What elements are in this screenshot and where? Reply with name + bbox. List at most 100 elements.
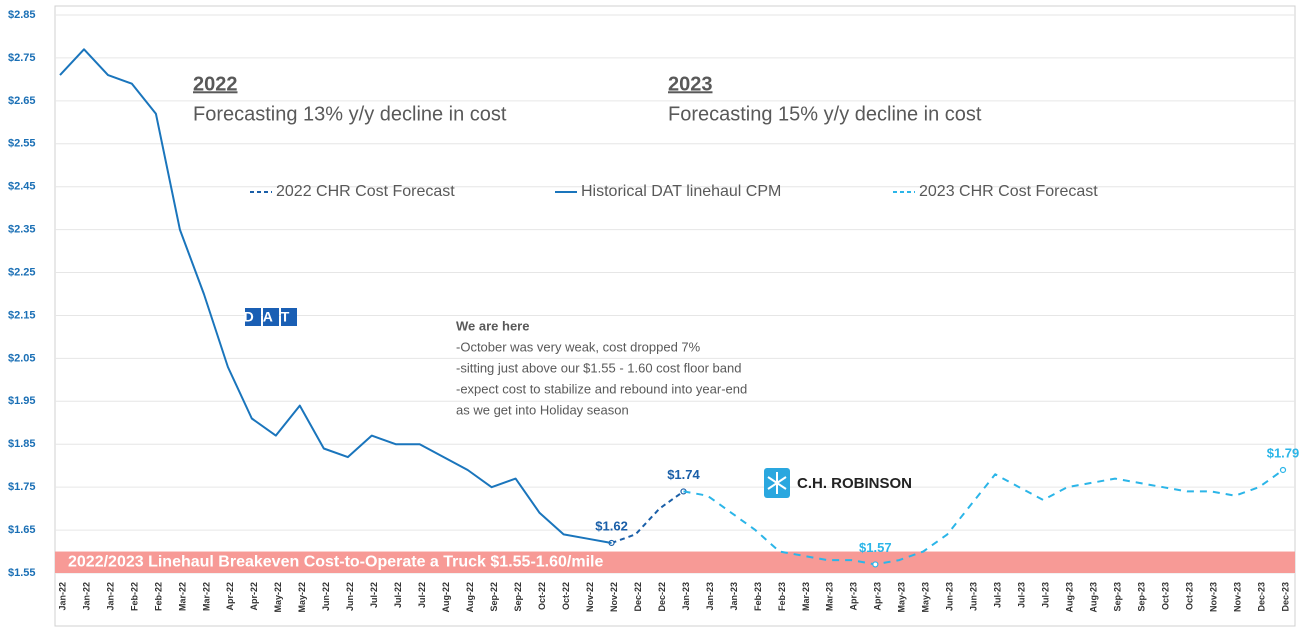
dat-logo: DAT [244, 308, 299, 326]
note-line: -sitting just above our $1.55 - 1.60 cos… [456, 360, 741, 375]
x-tick-label: Jul-22 [417, 582, 427, 608]
legend-label: 2023 CHR Cost Forecast [919, 183, 1098, 200]
plot-frame [54, 5, 1296, 627]
x-tick-label: Sep-22 [513, 582, 523, 612]
y-tick-label: $2.65 [8, 95, 36, 107]
x-tick-label: Nov-23 [1208, 582, 1218, 612]
x-tick-label: Oct-23 [1160, 582, 1170, 610]
y-tick-label: $1.95 [8, 395, 36, 407]
data-label: $1.62 [595, 518, 628, 533]
x-tick-label: Apr-22 [225, 582, 235, 611]
x-tick-label: Feb-22 [153, 582, 163, 611]
data-label: $1.57 [859, 540, 892, 555]
x-tick-label: May-22 [273, 582, 283, 613]
x-tick-label: Oct-22 [537, 582, 547, 610]
x-tick-label: Jun-22 [321, 582, 331, 611]
annotation-text: Forecasting 13% y/y decline in cost [193, 103, 507, 125]
y-tick-label: $2.75 [8, 52, 36, 64]
x-tick-label: Feb-23 [777, 582, 787, 611]
x-tick-label: Nov-22 [585, 582, 595, 612]
series-line [611, 490, 685, 544]
x-tick-label: Oct-23 [1184, 582, 1194, 610]
y-tick-label: $2.15 [8, 309, 36, 321]
x-tick-label: Oct-22 [561, 582, 571, 610]
x-tick-label: Aug-22 [441, 582, 451, 613]
y-tick-label: $2.05 [8, 352, 36, 364]
x-tick-label: Aug-23 [1089, 582, 1099, 613]
x-tick-label: Jan-23 [705, 582, 715, 611]
x-tick-label: Jan-23 [681, 582, 691, 611]
x-tick-label: Jul-23 [1017, 582, 1027, 608]
x-tick-label: Jul-23 [1041, 582, 1051, 608]
y-tick-label: $1.55 [8, 567, 36, 579]
series-line [59, 48, 612, 544]
y-tick-label: $2.55 [8, 138, 36, 150]
y-tick-label: $2.85 [8, 9, 36, 21]
y-tick-label: $1.75 [8, 481, 36, 493]
logo-text: DAT [244, 309, 299, 325]
x-tick-label: Aug-22 [465, 582, 475, 613]
x-tick-label: Sep-22 [489, 582, 499, 612]
marks: $1.62 $1.74 $1.57 $1.79 [59, 48, 1300, 568]
x-tick-label: Apr-23 [873, 582, 883, 611]
legend-label: 2022 CHR Cost Forecast [276, 183, 455, 200]
x-tick-label: Dec-22 [633, 582, 643, 612]
annotation-heading: 2022 [193, 73, 238, 95]
x-tick-label: Mar-23 [801, 582, 811, 611]
x-tick-label: Jul-22 [393, 582, 403, 608]
y-tick-label: $1.65 [8, 524, 36, 536]
x-tick-label: Jan-22 [81, 582, 91, 611]
x-tick-label: Aug-23 [1065, 582, 1075, 613]
y-tick-label: $2.35 [8, 224, 36, 236]
annotation-text: Forecasting 15% y/y decline in cost [668, 103, 982, 125]
x-tick-label: May-22 [297, 582, 307, 613]
y-tick-label: $1.85 [8, 438, 36, 450]
logo-icon [767, 472, 787, 494]
x-tick-label: Dec-23 [1256, 582, 1266, 612]
note-line: -expect cost to stabilize and rebound in… [456, 381, 747, 396]
data-label: $1.79 [1267, 445, 1300, 460]
x-tick-label: Dec-22 [657, 582, 667, 612]
series-line [683, 469, 1284, 566]
logo-box [245, 308, 261, 326]
x-tick-label: Jul-22 [369, 582, 379, 608]
x-tick-label: Dec-23 [1280, 582, 1290, 612]
band-label: 2022/2023 Linehaul Breakeven Cost-to-Ope… [68, 553, 603, 570]
x-tick-label: Jan-22 [105, 582, 115, 611]
annotation-heading: 2023 [668, 73, 713, 95]
x-tick-label: Nov-22 [609, 582, 619, 612]
x-tick-label: Jul-23 [993, 582, 1003, 608]
x-tick-label: Apr-23 [849, 582, 859, 611]
grid: 2022/2023 Linehaul Breakeven Cost-to-Ope… [55, 14, 1295, 574]
logo-box [281, 308, 297, 326]
x-tick-label: Mar-22 [177, 582, 187, 611]
x-tick-label: Nov-23 [1232, 582, 1242, 612]
x-tick-label: Feb-23 [753, 582, 763, 611]
note: We are here -October was very weak, cost … [456, 318, 747, 417]
data-label: $1.74 [667, 467, 700, 482]
legend-label: Historical DAT linehaul CPM [581, 183, 781, 200]
x-tick-label: Mar-22 [201, 582, 211, 611]
x-tick-label: Sep-23 [1113, 582, 1123, 612]
x-tick-label: Feb-22 [129, 582, 139, 611]
note-line: as we get into Holiday season [456, 402, 629, 417]
x-tick-label: May-23 [897, 582, 907, 613]
x-tick-label: Mar-23 [825, 582, 835, 611]
chr-logo: C.H. ROBINSON [764, 468, 912, 498]
point-marker [872, 561, 879, 568]
logo-text: C.H. ROBINSON [797, 475, 912, 492]
y-tick-label: $2.45 [8, 181, 36, 193]
x-tick-label: Jun-23 [945, 582, 955, 611]
breakeven-band [55, 551, 1295, 573]
x-tick-label: May-23 [921, 582, 931, 613]
x-tick-label: Jun-23 [969, 582, 979, 611]
point-marker [1279, 466, 1287, 474]
note-line: -October was very weak, cost dropped 7% [456, 339, 701, 354]
x-tick-label: Jan-23 [729, 582, 739, 611]
x-tick-label: Sep-23 [1136, 582, 1146, 612]
x-tick-label: Apr-22 [249, 582, 259, 611]
x-tick-label: Jun-22 [345, 582, 355, 611]
logo-box [263, 308, 279, 326]
note-title: We are here [456, 318, 529, 333]
